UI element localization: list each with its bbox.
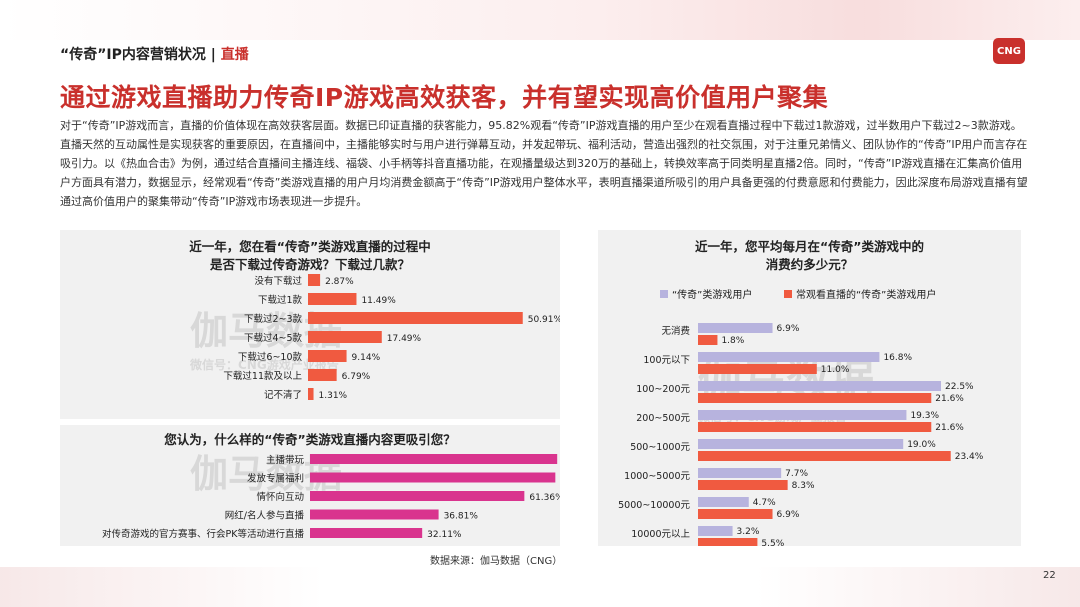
spending-chart-title: 近一年，您平均每月在“传奇”类游戏中的 消费约多少元？ — [695, 239, 924, 272]
category-label: 下载过2~3款 — [244, 313, 303, 325]
page-number: 22 — [1043, 570, 1056, 581]
category-label: 100~200元 — [636, 384, 690, 395]
data-label: 19.0% — [907, 440, 936, 450]
data-label: 61.36% — [529, 493, 560, 503]
data-label: 4.7% — [753, 498, 776, 508]
data-label: 6.9% — [777, 510, 800, 520]
bar — [698, 393, 932, 403]
bottom-decoration — [0, 567, 1080, 607]
category-label: 10000元以上 — [631, 529, 690, 540]
data-label: 9.14% — [352, 353, 381, 363]
bar — [308, 369, 337, 381]
section-active: 直播 — [220, 47, 249, 63]
bar — [698, 410, 907, 420]
data-label: 17.49% — [387, 334, 422, 344]
bar — [698, 509, 773, 519]
legend-swatch — [660, 290, 668, 298]
download-chart-title: 近一年，您在看“传奇”类游戏直播的过程中 是否下载过传奇游戏？下载过几款？ — [189, 239, 431, 272]
bar — [310, 509, 439, 520]
category-label: 5000~10000元 — [618, 500, 690, 511]
category-label: 情怀向互动 — [256, 491, 304, 503]
bar — [310, 528, 423, 538]
category-label: 下载过6~10款 — [238, 351, 303, 363]
bar — [308, 293, 357, 305]
bar — [310, 454, 558, 464]
bar — [310, 491, 525, 501]
intro-paragraph: 对于“传奇”IP游戏而言，直播的价值体现在高效获客层面。数据已印证直播的获客能力… — [60, 119, 1028, 208]
legend-swatch — [784, 290, 792, 298]
category-label: 200~500元 — [636, 413, 690, 424]
bar — [698, 526, 733, 536]
bar — [698, 352, 880, 362]
data-label: 3.2% — [737, 527, 760, 537]
bar — [308, 312, 523, 324]
data-label: 6.79% — [342, 372, 371, 382]
data-label: 21.6% — [935, 423, 964, 433]
bar — [698, 451, 951, 461]
bar — [698, 381, 941, 391]
bar — [698, 422, 932, 432]
bar — [698, 480, 788, 490]
data-label: 22.5% — [945, 382, 974, 392]
data-label: 1.31% — [319, 391, 348, 401]
data-label: 19.3% — [910, 411, 939, 421]
section-label: “传奇”IP内容营销状况 | 直播 — [60, 44, 249, 64]
data-label: 5.5% — [761, 539, 784, 546]
category-label: 对传奇游戏的官方赛事、行会PK等活动进行直播 — [102, 528, 304, 540]
data-label: 21.6% — [935, 394, 964, 404]
data-label: 50.91% — [528, 315, 560, 325]
category-label: 主播带玩 — [266, 454, 305, 466]
data-label: 23.4% — [955, 452, 984, 462]
category-label: 1000~5000元 — [624, 471, 690, 482]
category-label: 下载过1款 — [258, 294, 303, 306]
content-appeal-chart-panel: 您认为，什么样的“传奇”类游戏直播内容更吸引您？ 伽马数据 主播带玩70.76%… — [60, 425, 560, 546]
top-decoration — [0, 0, 1080, 40]
data-label: 11.49% — [361, 296, 396, 306]
bar — [698, 364, 817, 374]
bar — [698, 439, 904, 449]
bar — [698, 497, 749, 507]
section-prefix: “传奇”IP内容营销状况 — [60, 47, 206, 63]
category-label: 记不清了 — [264, 389, 302, 401]
bar — [698, 468, 782, 478]
bar — [308, 388, 314, 400]
category-label: 无消费 — [661, 325, 690, 337]
data-label: 7.7% — [785, 469, 808, 479]
bar — [698, 323, 773, 333]
bar — [308, 274, 321, 286]
data-label: 2.87% — [325, 277, 354, 287]
category-label: 下载过4~5款 — [244, 332, 303, 344]
category-label: 100元以下 — [643, 355, 690, 366]
data-label: 1.8% — [721, 336, 744, 346]
category-label: 没有下载过 — [254, 275, 302, 287]
category-label: 500~1000元 — [630, 442, 690, 453]
download-chart: 没有下载过 2.87% 下载过1款 11.49% 下载过2~3款 50.91% 下载过4~5… — [223, 274, 560, 401]
data-label: 32.11% — [427, 530, 462, 540]
page-title: 通过游戏直播助力传奇IP游戏高效获客，并有望实现高价值用户聚集 — [60, 83, 829, 112]
bar — [698, 538, 758, 546]
download-chart-panel: 近一年，您在看“传奇”类游戏直播的过程中 是否下载过传奇游戏？下载过几款？ 伽马数… — [60, 230, 560, 419]
content-appeal-chart-title: 您认为，什么样的“传奇”类游戏直播内容更吸引您？ — [164, 432, 456, 447]
bar — [308, 331, 382, 343]
data-source: 数据来源：伽马数据（CNG） — [430, 556, 563, 567]
brand-logo: CNG — [993, 38, 1025, 64]
data-label: 16.8% — [883, 353, 912, 363]
section-separator: | — [205, 47, 221, 63]
category-label: 发放专属福利 — [247, 473, 304, 485]
content-appeal-chart: 主播带玩70.76%发放专属福利70.23%情怀向互动61.36%网红/名人参与… — [102, 454, 560, 540]
legend-label: 常观看直播的“传奇”类游戏用户 — [796, 288, 936, 301]
data-label: 36.81% — [444, 512, 479, 522]
bar — [310, 472, 556, 483]
data-label: 8.3% — [792, 481, 815, 491]
data-label: 11.0% — [821, 365, 850, 375]
bar — [308, 350, 347, 362]
data-label: 6.9% — [777, 324, 800, 334]
legend-label: “传奇”类游戏用户 — [672, 288, 752, 301]
category-label: 网红/名人参与直播 — [225, 510, 305, 522]
bar — [698, 335, 718, 345]
category-label: 下载过11款及以上 — [223, 370, 302, 382]
